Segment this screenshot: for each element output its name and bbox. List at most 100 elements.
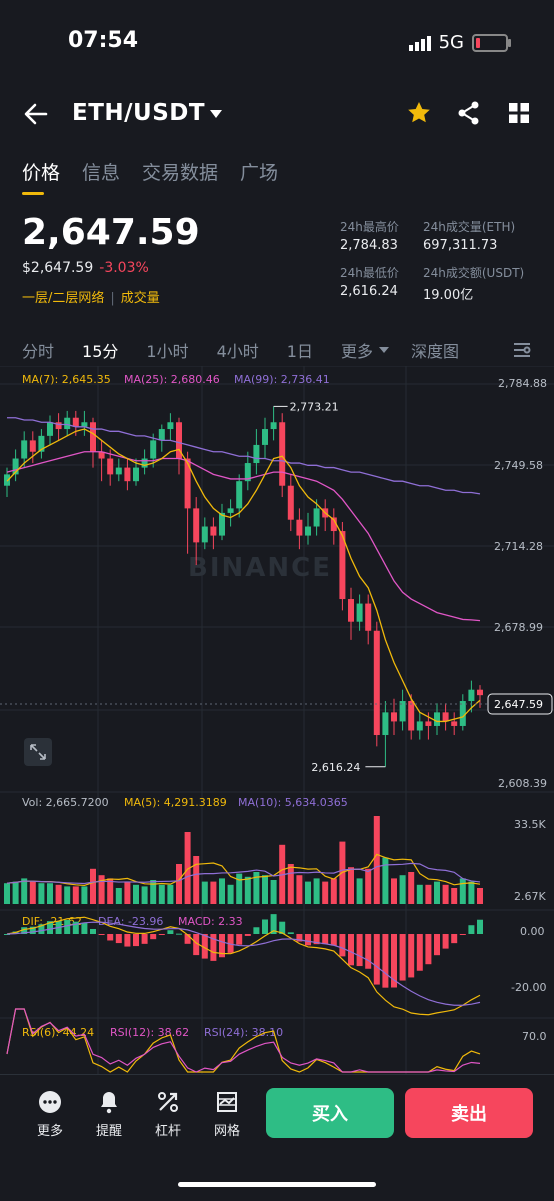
pair-title[interactable]: ETH/USDT [72, 100, 206, 126]
tab-trading-data[interactable]: 交易数据 [142, 162, 219, 184]
macd-bar [262, 919, 268, 934]
leverage-button[interactable]: 杠杆 [148, 1090, 188, 1139]
macd-histogram [4, 914, 483, 988]
chart-settings-icon[interactable] [512, 341, 532, 359]
layer-tag-link[interactable]: 一层/二层网络 [22, 291, 105, 306]
macd-bar [313, 934, 320, 945]
tab-info[interactable]: 信息 [82, 162, 121, 184]
interval-15m[interactable]: 15分 [82, 342, 119, 361]
more-caret-icon[interactable] [378, 347, 389, 353]
interval-1h[interactable]: 1小时 [146, 342, 189, 361]
macd-bar [408, 934, 415, 978]
volume-bar [262, 875, 268, 904]
macd-bar [296, 934, 303, 942]
candle-body [442, 712, 449, 722]
candle-body [98, 451, 105, 459]
tab-price[interactable]: 价格 [22, 158, 60, 195]
candle-body [356, 603, 363, 622]
candle-body [270, 422, 277, 430]
price-usd: $2,647.59 [22, 260, 94, 276]
tab-square[interactable]: 广场 [240, 162, 279, 184]
interval-4h[interactable]: 4小时 [216, 342, 259, 361]
candle-body [176, 422, 182, 459]
volume-bar [29, 881, 36, 904]
rsi12-legend: RSI(12): 38.62 [110, 1026, 189, 1039]
more-button[interactable]: 更多 [30, 1090, 70, 1139]
vol-usdt-value: 19.00亿 [423, 288, 474, 303]
kline-chart[interactable]: BINANCE MA(7): 2,645.35 MA(25): 2,680.46… [0, 366, 554, 1074]
volume-bar [373, 816, 380, 904]
candle-body [416, 721, 423, 731]
more-label: 更多 [36, 1124, 63, 1139]
signal-icon [408, 35, 431, 51]
macd-bar [201, 934, 208, 959]
volume-tag-link[interactable]: 成交量 [120, 291, 160, 306]
volume-bar [434, 881, 440, 904]
macd-bar [356, 934, 363, 967]
macd-bar [468, 925, 475, 934]
grid-bot-button[interactable]: 网格 [207, 1090, 247, 1139]
back-arrow-icon[interactable] [22, 100, 50, 128]
last-price: 2,647.59 [22, 212, 200, 253]
candle-body [391, 712, 397, 722]
interval-time[interactable]: 分时 [22, 342, 55, 361]
current-price-tag-text: 2,647.59 [494, 698, 543, 711]
vol-legend: Vol: 2,665.7200 [22, 796, 109, 809]
macd-bar [348, 934, 354, 966]
candle-body [408, 701, 415, 731]
content-tabs: 价格 信息 交易数据 广场 [22, 158, 278, 195]
share-icon[interactable] [456, 100, 482, 126]
candle-body [451, 721, 458, 726]
macd-bar [184, 934, 191, 944]
leverage-icon [158, 1092, 178, 1112]
interval-bar: 分时 15分 1小时 4小时 1日 更多 深度图 [22, 338, 532, 362]
alert-button[interactable]: 提醒 [89, 1090, 129, 1139]
vol-ma5-legend: MA(5): 4,291.3189 [124, 796, 227, 809]
fullscreen-icon[interactable] [24, 738, 52, 766]
pair-dropdown-icon[interactable] [210, 110, 222, 118]
more-dots-icon [39, 1091, 61, 1113]
rsi-axis-label: 70.0 [522, 1030, 547, 1043]
depth-chart-tab[interactable]: 深度图 [410, 342, 459, 361]
macd-bar [339, 934, 346, 957]
volume-bar [184, 832, 191, 904]
candle-body [72, 417, 79, 427]
macd-bar [244, 934, 251, 936]
volume-bar [270, 880, 277, 904]
candle-body [29, 440, 36, 452]
favorite-star-icon[interactable] [406, 100, 432, 126]
candle-body [141, 458, 148, 468]
volume-bar [477, 888, 483, 904]
sell-button[interactable]: 卖出 [405, 1088, 533, 1138]
macd-bar [382, 934, 389, 988]
bell-icon [101, 1092, 117, 1114]
vol-eth-value: 697,311.73 [423, 238, 498, 253]
grid-menu-icon[interactable] [506, 100, 532, 126]
volume-bar [141, 886, 148, 904]
candle-body [193, 508, 200, 543]
candle-body [373, 630, 380, 736]
macd-bar [38, 924, 45, 934]
interval-more[interactable]: 更多 [340, 342, 373, 361]
buy-button[interactable]: 买入 [266, 1088, 394, 1138]
macd-bar [322, 934, 329, 945]
volume-bar [468, 881, 475, 904]
macd-bar [391, 934, 397, 988]
macd-dea-legend: DEA: -23.96 [98, 915, 163, 928]
alert-label: 提醒 [95, 1124, 122, 1139]
candle-body [227, 508, 234, 513]
candle-body [219, 512, 225, 536]
volume-bar [150, 880, 157, 904]
macd-bar [442, 934, 449, 949]
candle-body [107, 458, 114, 475]
candle-body [339, 531, 346, 600]
macd-bar [270, 914, 277, 934]
current-price-tag [487, 693, 553, 715]
price-axis-label: 2,678.99 [494, 621, 543, 634]
binance-watermark: BINANCE [188, 553, 332, 583]
macd-bar [305, 934, 311, 946]
vol-ma10-line [6, 862, 481, 885]
interval-1d[interactable]: 1日 [286, 342, 313, 361]
volume-bar [399, 875, 406, 904]
macd-bar [210, 934, 217, 961]
